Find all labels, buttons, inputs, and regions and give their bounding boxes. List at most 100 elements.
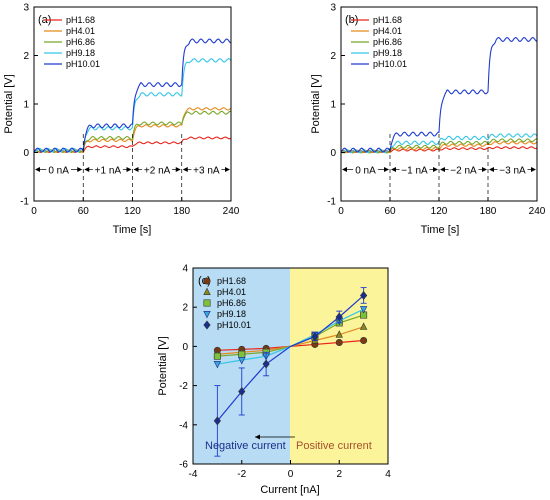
panel-a-xlabel: Time [s]: [113, 224, 152, 236]
panel-b-ylabel: Potential [V]: [310, 74, 322, 133]
panel-c-ylabel: Potential [V]: [157, 336, 169, 395]
data-point-diamond: [360, 290, 368, 300]
legend-entry: pH6.86: [373, 37, 402, 47]
legend-entry: pH4.01: [373, 26, 402, 36]
positive-current-region: [290, 268, 388, 464]
arrowhead-left-icon: [133, 166, 139, 172]
x-tick-label: -4: [189, 469, 198, 480]
segment-label: 0 nA: [48, 165, 69, 176]
y-tick-label: 3: [330, 3, 336, 14]
arrowhead-left-icon: [342, 166, 347, 172]
negative-current-label: Negative current: [205, 440, 286, 452]
data-point-triangle-down: [359, 306, 368, 314]
positive-current-label: Positive current: [296, 440, 372, 452]
data-point-square: [238, 350, 246, 358]
y-tick-label: -2: [179, 381, 188, 392]
data-point-triangle-down: [238, 357, 246, 365]
legend-entry: pH9.18: [373, 48, 402, 58]
legend-entry: pH10.01: [66, 59, 100, 69]
arrowhead-right-icon: [175, 166, 181, 172]
data-point-circle: [360, 337, 368, 345]
arrowhead-left-icon: [182, 166, 188, 172]
y-tick-label: 2: [330, 51, 336, 62]
series-line-pH10.01: [33, 38, 232, 153]
x-tick-label: 60: [384, 206, 396, 217]
series-line-pH10.01: [340, 36, 538, 153]
segment-label: +1 nA: [95, 165, 122, 176]
data-point-diamond: [238, 386, 246, 396]
arrowhead-right-icon: [77, 166, 83, 172]
data-point-square: [213, 352, 221, 360]
series-line-pH4.01: [33, 107, 232, 153]
data-point-diamond: [262, 359, 270, 369]
legend-entry: pH6.86: [66, 37, 95, 47]
data-point-diamond: [213, 416, 221, 426]
series-line-pH9.18: [33, 58, 232, 153]
x-tick-label: -2: [237, 469, 246, 480]
segment-label: +3 nA: [193, 165, 220, 176]
arrowhead-right-icon: [531, 166, 536, 172]
arrowhead-left-icon: [84, 166, 90, 172]
direction-arrowhead-icon: [255, 434, 260, 440]
x-tick-label: 0: [338, 206, 344, 217]
x-tick-label: 120: [431, 206, 448, 217]
x-tick-label: 0: [288, 469, 294, 480]
arrowhead-left-icon: [440, 166, 445, 172]
legend-entry: pH1.68: [373, 15, 402, 25]
x-tick-label: 0: [31, 206, 37, 217]
segment-label: +2 nA: [144, 165, 171, 176]
data-point-triangle-up: [359, 322, 368, 330]
x-tick-label: 120: [124, 206, 141, 217]
arrowhead-right-icon: [433, 166, 438, 172]
segment-label: −3 nA: [499, 165, 526, 176]
y-tick-label: 0: [330, 148, 336, 159]
x-tick-label: 240: [529, 206, 546, 217]
data-point-square: [203, 299, 211, 307]
legend-entry: pH6.86: [217, 298, 246, 308]
y-tick-label: -1: [20, 197, 29, 208]
arrowhead-left-icon: [489, 166, 494, 172]
y-tick-label: 4: [182, 264, 188, 275]
panel-b-xlabel: Time [s]: [421, 224, 460, 236]
x-tick-label: 2: [336, 469, 342, 480]
data-point-triangle-up: [335, 330, 343, 338]
x-tick-label: 180: [480, 206, 497, 217]
data-point-circle: [335, 338, 343, 346]
data-point-triangle-down: [203, 311, 211, 319]
x-tick-label: 180: [173, 206, 190, 217]
segment-label: −1 nA: [401, 165, 428, 176]
series-line-pH1.68: [33, 136, 232, 154]
arrowhead-right-icon: [482, 166, 487, 172]
arrowhead-right-icon: [126, 166, 132, 172]
legend-entry: pH4.01: [217, 287, 246, 297]
data-point-triangle-down: [213, 361, 222, 369]
legend-entry: pH10.01: [373, 59, 407, 69]
arrowhead-right-icon: [384, 166, 389, 172]
panel-c-xlabel: Current [nA]: [260, 484, 319, 496]
legend-entry: pH1.68: [66, 15, 95, 25]
legend-entry: pH10.01: [217, 320, 251, 330]
legend-entry: pH1.68: [217, 276, 246, 286]
x-tick-label: 60: [78, 206, 90, 217]
data-point-diamond: [311, 332, 319, 342]
x-tick-label: 240: [223, 206, 240, 217]
y-tick-label: 1: [330, 100, 336, 111]
y-tick-label: 0: [23, 148, 29, 159]
segment-label: 0 nA: [355, 165, 376, 176]
y-tick-label: 1: [23, 100, 29, 111]
panel-a-ylabel: Potential [V]: [3, 74, 15, 133]
y-tick-label: -6: [179, 460, 188, 471]
legend-entry: pH4.01: [66, 26, 95, 36]
data-point-diamond: [335, 312, 343, 322]
y-tick-label: 0: [182, 342, 188, 353]
y-tick-label: -1: [327, 197, 336, 208]
arrowhead-left-icon: [391, 166, 396, 172]
data-point-triangle-up: [203, 287, 211, 295]
y-tick-label: 3: [23, 3, 29, 14]
segment-label: −2 nA: [450, 165, 477, 176]
arrowhead-left-icon: [35, 166, 40, 172]
